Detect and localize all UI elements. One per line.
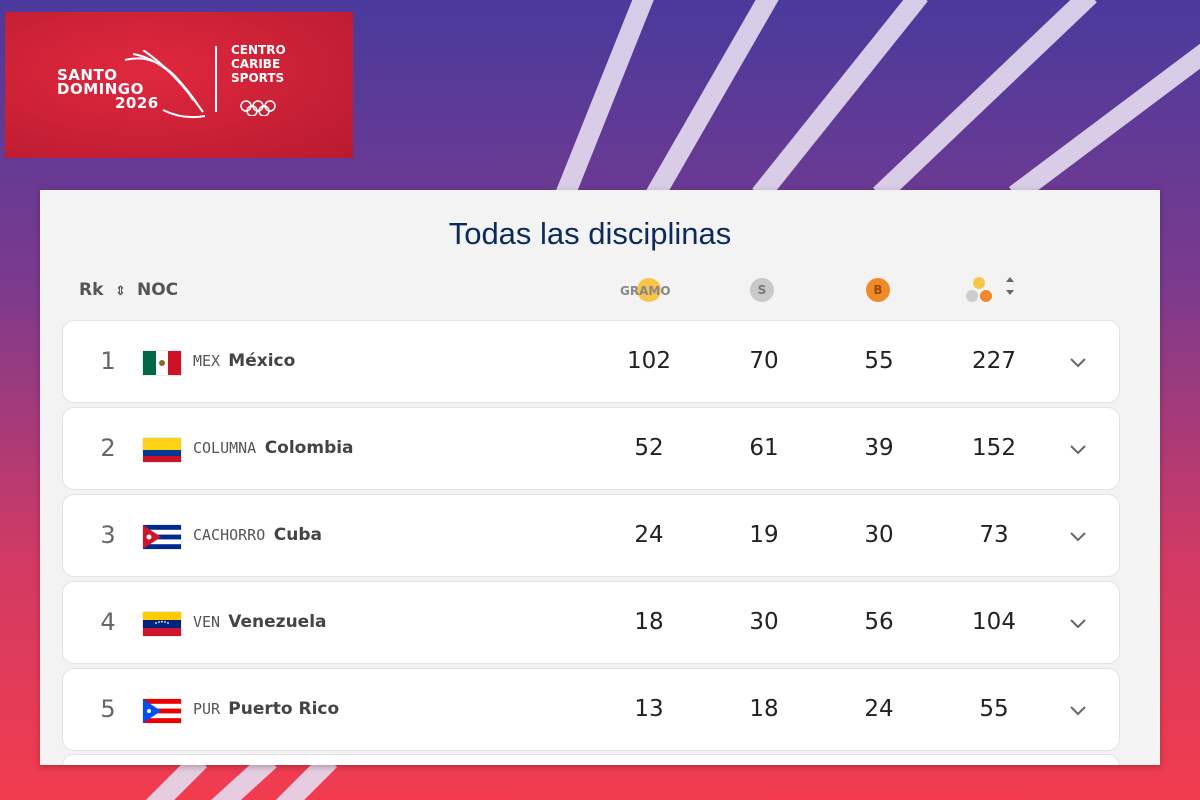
chevron-icon — [1070, 444, 1086, 454]
gold-count: 24 — [634, 522, 664, 548]
noc-header: NOC — [137, 280, 179, 300]
total-header[interactable] — [964, 274, 1024, 308]
logo-text: CENTRO — [231, 43, 286, 57]
flag-image — [143, 698, 181, 723]
flag-image — [143, 611, 181, 636]
bronze-count: 56 — [864, 609, 894, 635]
bronze-count: 24 — [864, 696, 894, 722]
gold-count: 13 — [634, 696, 664, 722]
flag — [143, 669, 181, 750]
logo-text: CARIBE — [231, 57, 281, 71]
bronze-count: 55 — [864, 348, 894, 374]
flag — [143, 582, 181, 663]
flag — [143, 495, 181, 576]
medal-table: Todas las disciplinas Rk ⇕ NOC GRAMO S B… — [40, 190, 1160, 765]
silver-count: 70 — [749, 348, 779, 374]
silver-count: 61 — [749, 435, 779, 461]
gold-count: 18 — [634, 609, 664, 635]
chevron-icon — [1070, 618, 1086, 628]
noc-code: COLUMNA — [193, 439, 257, 457]
logo-divider — [215, 46, 217, 112]
bronze-count: 30 — [864, 522, 894, 548]
flag-image — [143, 437, 181, 462]
gold-count: 102 — [627, 348, 671, 374]
total-count: 227 — [972, 348, 1016, 374]
logo-text: SANTO — [57, 66, 118, 84]
noc-code: PUR — [193, 700, 221, 718]
event-logo: SANTO DOMINGO 2026 CENTRO CARIBE SPORTS — [5, 12, 353, 158]
bronze-count: 39 — [864, 435, 894, 461]
logo-text: 2026 — [115, 94, 159, 112]
bronze-header: B — [866, 278, 890, 302]
gold-header: GRAMO — [620, 284, 671, 298]
expand-button[interactable] — [1063, 582, 1093, 663]
chevron-icon — [1070, 705, 1086, 715]
country-name: Venezuela — [228, 612, 327, 632]
flag-image — [143, 524, 181, 549]
silver-count: 30 — [749, 609, 779, 635]
rank: 2 — [100, 434, 116, 462]
noc-code: CACHORRO — [193, 526, 266, 544]
total-count: 152 — [972, 435, 1016, 461]
total-count: 104 — [972, 609, 1016, 635]
table-row[interactable]: 3 CACHORRO Cuba 24 19 30 73 — [62, 494, 1120, 577]
country-name: Puerto Rico — [228, 699, 340, 719]
gold-count: 52 — [634, 435, 664, 461]
expand-button[interactable] — [1063, 495, 1093, 576]
expand-button[interactable] — [1063, 669, 1093, 750]
table-row[interactable]: 4 VEN Venezuela 18 30 56 104 — [62, 581, 1120, 664]
noc-code: VEN — [193, 613, 221, 631]
rank: 1 — [100, 347, 116, 375]
expand-button[interactable] — [1063, 321, 1093, 402]
rank-header[interactable]: Rk — [79, 280, 104, 300]
flag-image — [143, 350, 181, 375]
country-name: México — [228, 351, 296, 371]
country-name: Colombia — [264, 438, 354, 458]
rank: 3 — [100, 521, 116, 549]
olympic-rings — [240, 100, 276, 116]
silver-header: S — [750, 278, 774, 302]
country-name: Cuba — [273, 525, 323, 545]
silver-count: 19 — [749, 522, 779, 548]
expand-button[interactable] — [1063, 408, 1093, 489]
rank: 4 — [100, 608, 116, 636]
row-partial — [62, 754, 1120, 765]
logo-text: DOMINGO — [57, 80, 144, 98]
table-row[interactable]: 2 COLUMNA Colombia 52 61 39 152 — [62, 407, 1120, 490]
silver-count: 18 — [749, 696, 779, 722]
noc-code: MEX — [193, 352, 221, 370]
sort-icon[interactable]: ⇕ — [115, 284, 126, 299]
chevron-icon — [1070, 531, 1086, 541]
total-count: 55 — [979, 696, 1009, 722]
total-count: 73 — [979, 522, 1009, 548]
table-title: Todas las disciplinas — [448, 216, 732, 251]
flag — [143, 408, 181, 489]
rank: 5 — [100, 695, 116, 723]
flag — [143, 321, 181, 402]
logo-text: SPORTS — [231, 71, 285, 85]
logo-bird — [124, 50, 206, 119]
table-row[interactable]: 1 MEX México 102 70 55 227 — [62, 320, 1120, 403]
table-row[interactable]: 5 PUR Puerto Rico 13 18 24 55 — [62, 668, 1120, 751]
chevron-icon — [1070, 357, 1086, 367]
